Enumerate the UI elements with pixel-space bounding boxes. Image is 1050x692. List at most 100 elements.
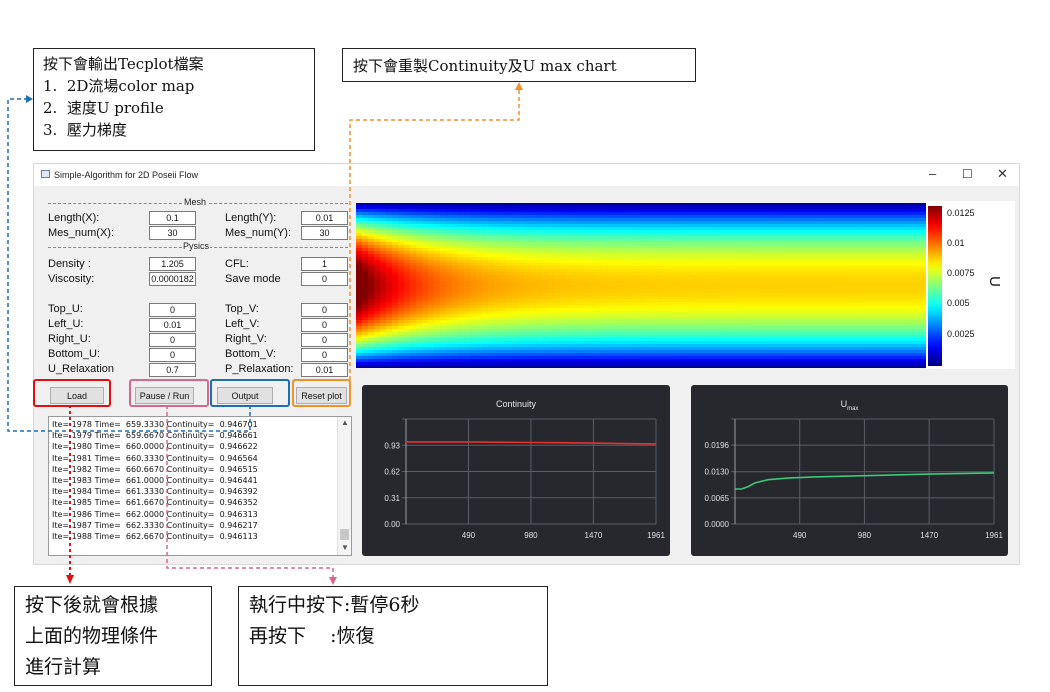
x-tick-label: 490: [462, 531, 476, 540]
reset-plot-highlight: [292, 379, 351, 407]
x-tick-label: 1961: [985, 531, 1003, 540]
reset-note-text: 按下會重製Continuity及U max chart: [353, 57, 617, 75]
mes-num-x-label: Mes_num(X):: [48, 227, 115, 239]
colorbar-tick-5: 0.0025: [947, 329, 975, 339]
colorbar-tick-2: 0.01: [947, 238, 965, 248]
minimize-button[interactable]: –: [929, 166, 937, 181]
app-icon: [41, 170, 50, 178]
output-arrow-head: [26, 95, 33, 103]
density-label: Density :: [48, 258, 91, 270]
load-note: 按下後就會根據 上面的物理條件 進行計算: [14, 586, 212, 686]
reset-note: 按下會重製Continuity及U max chart: [342, 48, 696, 82]
x-tick-label: 490: [793, 531, 807, 540]
log-line: Ite= 1978 Time= 659.3330 Continuity= 0.9…: [52, 420, 258, 429]
velocity-colormap: [356, 203, 926, 368]
top-v-field[interactable]: 0: [301, 303, 348, 317]
umax-chart-title: Umax: [691, 399, 1008, 412]
load-arrow-head: [66, 575, 74, 584]
cfl-field[interactable]: 1: [301, 257, 348, 271]
log-line: Ite= 1985 Time= 661.6670 Continuity= 0.9…: [52, 498, 258, 508]
u-relaxation-field[interactable]: 0.7: [149, 363, 196, 377]
y-tick-label: 0.0065: [705, 494, 730, 503]
title-bar: Simple-Algorithm for 2D Poseii Flow – ☐ …: [34, 164, 1019, 186]
viscosity-label: Viscosity:: [48, 273, 95, 285]
physics-header: Pysics: [182, 241, 211, 251]
left-u-label: Left_U:: [48, 318, 84, 330]
window-title: Simple-Algorithm for 2D Poseii Flow: [54, 170, 199, 180]
iteration-log[interactable]: Ite= 1978 Time= 659.3330 Continuity= 0.9…: [48, 416, 352, 556]
load-note-line-3: 進行計算: [25, 656, 102, 678]
right-u-field[interactable]: 0: [149, 333, 196, 347]
length-y-field[interactable]: 0.01: [301, 211, 348, 225]
p-relaxation-field[interactable]: 0.01: [301, 363, 348, 377]
x-tick-label: 980: [858, 531, 872, 540]
output-note-line-3: 2. 速度U profile: [43, 99, 164, 117]
pause-arrow-head: [329, 577, 337, 585]
log-line: Ite= 1988 Time= 662.6670 Continuity= 0.9…: [52, 532, 258, 541]
x-tick-label: 980: [524, 531, 538, 540]
mes-num-y-field[interactable]: 30: [301, 226, 348, 240]
x-tick-label: 1961: [647, 531, 665, 540]
log-line: Ite= 1984 Time= 661.3330 Continuity= 0.9…: [52, 487, 258, 497]
series-line: [406, 441, 657, 445]
log-line: Ite= 1979 Time= 659.6670 Continuity= 0.9…: [52, 431, 258, 441]
length-y-label: Length(Y):: [225, 212, 277, 224]
log-line: Ite= 1982 Time= 660.6670 Continuity= 0.9…: [52, 464, 258, 474]
viscosity-field[interactable]: 0.0000182: [149, 272, 196, 286]
log-line: Ite= 1983 Time= 661.0000 Continuity= 0.9…: [52, 476, 258, 485]
y-tick-label: 0.31: [384, 494, 400, 503]
reset-plot-button[interactable]: Reset plot: [296, 387, 347, 404]
length-x-label: Length(X):: [48, 212, 100, 224]
save-mode-field[interactable]: 0: [301, 272, 348, 286]
scroll-down-icon[interactable]: ▼: [341, 543, 349, 552]
y-tick-label: 0.00: [384, 520, 400, 529]
length-x-field[interactable]: 0.1: [149, 211, 196, 225]
density-field[interactable]: 1.205: [149, 257, 196, 271]
colorbar-tick-4: 0.005: [947, 298, 970, 308]
left-v-label: Left_V:: [225, 318, 260, 330]
log-scrollbar[interactable]: ▲ ▼: [337, 417, 351, 555]
y-tick-label: 0.93: [384, 441, 400, 450]
pause-note-line-1: 執行中按下:暫停6秒: [249, 594, 420, 616]
colorbar-panel: 0.0125 0.01 0.0075 0.005 0.0025 U: [926, 201, 1015, 369]
load-note-line-1: 按下後就會根據: [25, 594, 159, 616]
mes-num-y-label: Mes_num(Y):: [225, 227, 292, 239]
mesh-header: Mesh: [183, 197, 208, 207]
scroll-thumb[interactable]: [340, 529, 349, 540]
output-note-line-2: 1. 2D流場color map: [43, 77, 195, 95]
output-note-line-1: 按下會輸出Tecplot檔案: [43, 55, 204, 73]
top-u-field[interactable]: 0: [149, 303, 196, 317]
output-note: 按下會輸出Tecplot檔案 1. 2D流場color map 2. 速度U p…: [33, 48, 315, 151]
save-mode-label: Save mode: [225, 273, 281, 285]
load-highlight: [33, 379, 111, 407]
bottom-v-label: Bottom_V:: [225, 348, 276, 360]
pause-note: 執行中按下:暫停6秒 再按下 :恢復: [238, 586, 548, 686]
top-u-label: Top_U:: [48, 303, 83, 315]
log-line: Ite= 1987 Time= 662.3330 Continuity= 0.9…: [52, 520, 258, 530]
scroll-up-icon[interactable]: ▲: [341, 418, 349, 427]
output-note-line-4: 3. 壓力梯度: [43, 121, 127, 139]
y-tick-label: 0.0130: [705, 468, 730, 477]
x-tick-label: 1470: [585, 531, 603, 540]
left-u-field[interactable]: 0.01: [149, 318, 196, 332]
y-tick-label: 0.62: [384, 468, 400, 477]
close-button[interactable]: ✕: [997, 166, 1008, 181]
continuity-title-main: Continuity: [495, 399, 537, 409]
top-v-label: Top_V:: [225, 303, 259, 315]
bottom-v-field[interactable]: 0: [301, 348, 348, 362]
colormap-svg: [356, 203, 926, 368]
continuity-chart-title: Continuity: [362, 399, 670, 409]
umax-chart: Umax 490 980 1470 1961 0.0196 0.0130 0.0065 0.0…: [691, 385, 1008, 556]
right-u-label: Right_U:: [48, 333, 91, 345]
log-line: Ite= 1980 Time= 660.0000 Continuity= 0.9…: [52, 442, 258, 452]
output-highlight: [210, 379, 290, 407]
right-v-field[interactable]: 0: [301, 333, 348, 347]
colorbar-tick-3: 0.0075: [947, 268, 975, 278]
mes-num-x-field[interactable]: 30: [149, 226, 196, 240]
x-tick-label: 1470: [920, 531, 938, 540]
maximize-button[interactable]: ☐: [962, 167, 973, 181]
u-relaxation-label: U_Relaxation: [48, 363, 115, 375]
left-v-field[interactable]: 0: [301, 318, 348, 332]
reset-arrow-head: [515, 82, 523, 90]
bottom-u-field[interactable]: 0: [149, 348, 196, 362]
